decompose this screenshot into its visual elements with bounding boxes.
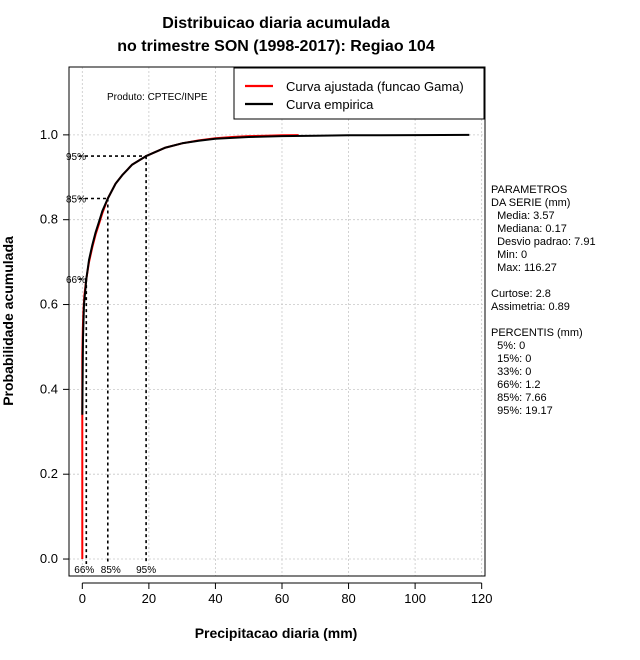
- legend: Curva ajustada (funcao Gama) Curva empiri…: [233, 67, 485, 120]
- side-panel-line: PERCENTIS (mm): [491, 327, 583, 339]
- percentile-bottom-label: 66%: [74, 565, 94, 576]
- side-panel-line: 66%: 1.2: [491, 379, 541, 391]
- y-tick-label: 1.0: [40, 127, 58, 142]
- x-tick-label: 80: [341, 591, 355, 606]
- y-tick-label: 0.2: [40, 466, 58, 481]
- legend-box: [233, 67, 485, 120]
- side-panel-line: 95%: 19.17: [491, 405, 553, 417]
- x-tick-label: 60: [275, 591, 289, 606]
- grid: [69, 67, 485, 576]
- percentile-left-label: 66%: [66, 275, 86, 286]
- side-panel-line: Min: 0: [491, 249, 527, 261]
- x-tick-label: 40: [208, 591, 222, 606]
- side-panel-line: Max: 116.27: [491, 262, 557, 274]
- x-tick-label: 120: [471, 591, 493, 606]
- side-panel-line: Mediana: 0.17: [491, 223, 567, 235]
- series-line-empirical: [81, 133, 470, 415]
- y-tick-label: 0.0: [40, 551, 58, 566]
- x-axis-label: Precipitacao diaria (mm): [195, 625, 358, 641]
- side-panel-line: Assimetria: 0.89: [491, 301, 570, 313]
- percentile-bottom-label: 85%: [101, 565, 121, 576]
- legend-label: Curva empirica: [286, 97, 374, 112]
- product-label: Produto: CPTEC/INPE: [107, 92, 208, 103]
- side-panel-line: Desvio padrao: 7.91: [491, 236, 596, 248]
- side-panel-line: 5%: 0: [491, 340, 525, 352]
- side-panel-line: 33%: 0: [491, 366, 531, 378]
- x-tick-label: 20: [142, 591, 156, 606]
- percentile-markers: 66% 66% 85% 85% 95% 95%: [66, 152, 156, 576]
- chart-title-line-1: Distribuicao diaria acumulada: [162, 15, 390, 32]
- y-axis-label: Probabilidade acumulada: [0, 236, 16, 406]
- side-panel-line: Curtose: 2.8: [491, 288, 551, 300]
- y-tick-label: 0.8: [40, 212, 58, 227]
- chart-title-line-2: no trimestre SON (1998-2017): Regiao 104: [117, 38, 435, 55]
- side-panel-line: PARAMETROS: [491, 184, 567, 196]
- x-tick-label: 100: [404, 591, 426, 606]
- percentile-left-label: 95%: [66, 152, 86, 163]
- series-line-fitted: [81, 134, 299, 559]
- side-panel-line: Media: 3.57: [491, 210, 555, 222]
- y-axis: 0.0 0.2 0.4 0.6 0.8 1.0: [40, 127, 69, 566]
- y-tick-label: 0.6: [40, 297, 58, 312]
- x-tick-label: 0: [79, 591, 86, 606]
- y-tick-label: 0.4: [40, 381, 58, 396]
- percentile-left-label: 85%: [66, 194, 86, 205]
- side-panel-line: 15%: 0: [491, 353, 531, 365]
- x-axis: 0 20 40 60 80 100 120: [79, 582, 493, 606]
- side-panel-line: 85%: 7.66: [491, 392, 547, 404]
- plot-frame: [68, 66, 486, 577]
- percentile-bottom-label: 95%: [136, 565, 156, 576]
- side-panel-line: DA SERIE (mm): [491, 197, 570, 209]
- series-group: [81, 133, 470, 559]
- legend-label: Curva ajustada (funcao Gama): [286, 79, 464, 94]
